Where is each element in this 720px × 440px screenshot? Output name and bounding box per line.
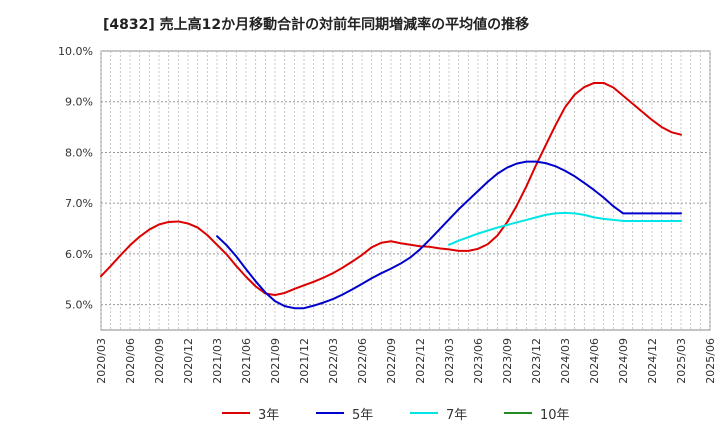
x-tick-label: 2020/06 bbox=[124, 338, 137, 384]
series-line-3 bbox=[448, 211, 682, 246]
y-tick-label: 9.0% bbox=[65, 96, 93, 109]
y-tick-label: 7.0% bbox=[65, 197, 93, 210]
x-tick-label: 2022/06 bbox=[356, 338, 369, 384]
y-tick-label: 8.0% bbox=[65, 146, 93, 159]
x-tick-label: 2021/09 bbox=[269, 338, 282, 384]
legend-swatch bbox=[410, 412, 438, 414]
legend-swatch bbox=[222, 412, 250, 414]
x-tick-label: 2021/03 bbox=[211, 338, 224, 384]
legend-swatch bbox=[504, 412, 532, 414]
legend-item: 3年 bbox=[222, 402, 279, 424]
x-tick-label: 2024/03 bbox=[559, 338, 572, 384]
chart-title: [4832] 売上高12か月移動合計の対前年同期増減率の平均値の推移 bbox=[103, 17, 530, 33]
x-tick-label: 2020/12 bbox=[182, 338, 195, 384]
x-tick-label: 2021/06 bbox=[240, 338, 253, 384]
x-tick-label: 2023/03 bbox=[443, 338, 456, 384]
plot-frame bbox=[100, 50, 711, 331]
legend-label: 3年 bbox=[258, 407, 280, 423]
legend-item: 5年 bbox=[316, 402, 373, 424]
x-tick-label: 2024/12 bbox=[646, 338, 659, 384]
legend-label: 10年 bbox=[540, 407, 570, 423]
series-line-2 bbox=[216, 160, 682, 310]
y-tick-label: 5.0% bbox=[65, 299, 93, 312]
legend-swatch bbox=[316, 412, 344, 414]
x-tick-label: 2023/09 bbox=[501, 338, 514, 384]
y-tick-label: 10.0% bbox=[58, 45, 93, 58]
x-tick-label: 2021/12 bbox=[298, 338, 311, 384]
x-tick-label: 2025/03 bbox=[675, 338, 688, 384]
legend-item: 7年 bbox=[410, 402, 467, 424]
x-tick-label: 2022/09 bbox=[385, 338, 398, 384]
series-line-1 bbox=[100, 81, 682, 296]
x-tick-label: 2023/12 bbox=[530, 338, 543, 384]
x-tick-label: 2022/03 bbox=[327, 338, 340, 384]
x-tick-label: 2023/06 bbox=[472, 338, 485, 384]
x-tick-label: 2025/06 bbox=[704, 338, 717, 384]
x-tick-label: 2024/09 bbox=[617, 338, 630, 384]
legend-label: 7年 bbox=[446, 407, 468, 423]
x-tick-label: 2024/06 bbox=[588, 338, 601, 384]
y-tick-label: 6.0% bbox=[65, 248, 93, 261]
legend-item: 10年 bbox=[504, 402, 570, 424]
legend: 3年 5年 7年 10年 bbox=[0, 398, 720, 428]
x-tick-label: 2020/09 bbox=[153, 338, 166, 384]
x-tick-label: 2022/12 bbox=[414, 338, 427, 384]
legend-label: 5年 bbox=[352, 407, 374, 423]
x-tick-label: 2020/03 bbox=[95, 338, 108, 384]
